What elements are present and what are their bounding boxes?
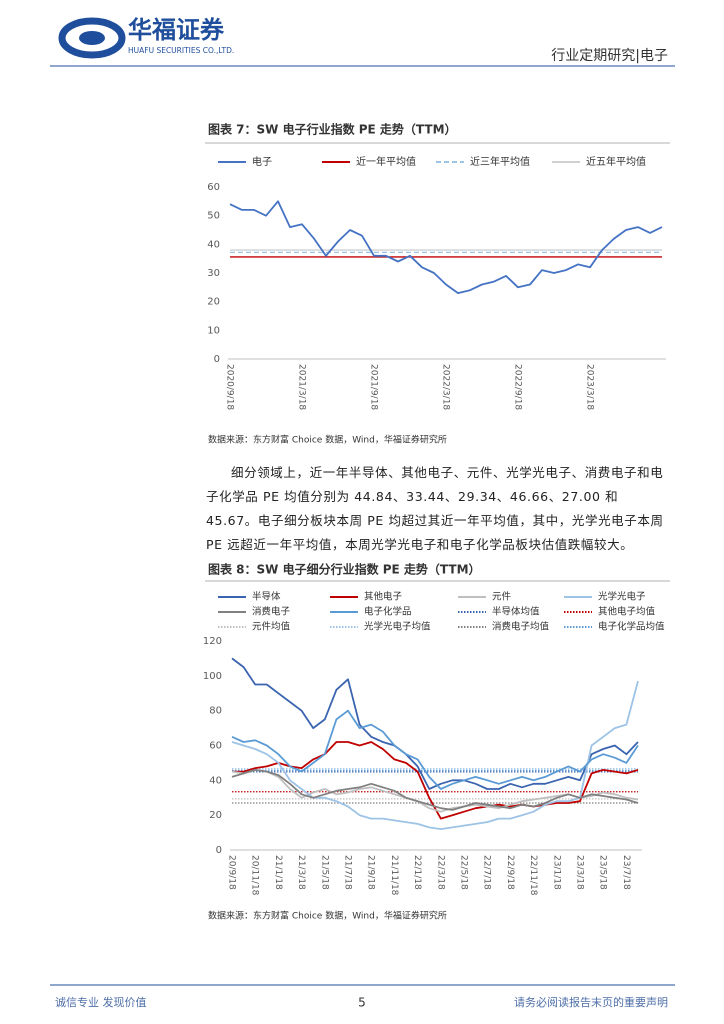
x-tick-label: 21/1/18 [273,855,283,890]
x-tick-label: 22/9/18 [505,855,515,890]
x-tick-label: 20/11/18 [250,855,260,896]
footer-slogan: 诚信专业 发现价值 [55,995,147,1009]
legend-label: 近五年平均值 [586,155,646,168]
legend-label: 半导体均值 [492,606,540,618]
series-line [231,657,639,790]
legend-label: 其他电子均值 [598,606,656,618]
x-tick-label: 2022/3/18 [441,364,451,410]
series-line [231,769,639,811]
y-tick-label: 0 [214,354,220,365]
x-tick-label: 21/5/18 [319,855,329,890]
legend-label: 电子 [252,155,272,168]
legend-label: 消费电子 [252,606,291,618]
x-tick-label: 2022/9/18 [513,364,523,410]
x-tick-label: 23/1/18 [551,855,561,890]
body-paragraph: 细分领域上，近一年半导体、其他电子、元件、光学光电子、消费电子和电子化学品 PE… [206,465,669,552]
page-number: 5 [358,996,366,1010]
x-tick-label: 2020/9/18 [225,364,235,410]
series-line [231,769,639,813]
legend-label: 光学光电子均值 [364,621,431,633]
y-tick-label: 60 [207,182,220,193]
x-tick-label: 2023/3/18 [585,364,595,410]
legend-label: 近三年平均值 [470,155,530,168]
legend-label: 元件 [492,591,512,603]
legend-label: 电子化学品均值 [598,621,665,633]
x-tick-label: 22/7/18 [482,855,492,890]
x-tick-label: 2021/3/18 [297,364,307,410]
logo-swirl [58,17,126,59]
y-tick-label: 100 [203,671,222,682]
y-tick-label: 80 [209,706,222,717]
y-tick-label: 40 [209,775,222,786]
x-tick-label: 21/9/18 [366,855,376,890]
report-type: 行业定期研究|电子 [551,48,668,64]
legend-label: 电子化学品 [364,606,412,618]
x-tick-label: 23/3/18 [575,855,585,890]
chart-title: 图表 8：SW 电子细分行业指数 PE 走势（TTM） [208,562,481,577]
legend-label: 近一年平均值 [356,155,416,168]
series-line [232,741,639,820]
y-tick-label: 60 [209,741,222,752]
source-note: 数据来源：东方财富 Choice 数据，Wind，华福证券研究所 [208,434,447,446]
x-tick-label: 23/7/18 [621,855,631,890]
legend-label: 半导体 [252,591,281,603]
logo-core [79,31,105,45]
series-line [229,200,663,294]
footer-disclaimer: 请务必阅读报告末页的重要声明 [514,995,668,1009]
y-tick-label: 50 [207,211,220,222]
x-tick-label: 2021/9/18 [369,364,379,410]
series-line [231,709,639,790]
y-tick-label: 20 [207,297,220,308]
logo-cn: 华福证券 [128,16,225,44]
chart-title: 图表 7：SW 电子行业指数 PE 走势（TTM） [208,122,457,137]
x-tick-label: 21/3/18 [296,855,306,890]
series-line [231,680,639,830]
x-tick-label: 21/11/18 [389,855,399,896]
x-tick-label: 21/7/18 [343,855,353,890]
x-tick-label: 22/11/18 [528,855,538,896]
source-note: 数据来源：东方财富 Choice 数据，Wind，华福证券研究所 [208,910,447,922]
legend-label: 光学光电子 [598,591,646,603]
y-tick-label: 120 [203,636,222,647]
legend-label: 消费电子均值 [492,621,550,633]
legend-label: 其他电子 [364,591,403,603]
legend-label: 元件均值 [252,621,291,633]
y-tick-label: 0 [216,845,222,856]
y-tick-label: 40 [207,239,220,250]
x-tick-label: 22/5/18 [459,855,469,890]
x-tick-label: 22/1/18 [412,855,422,890]
y-tick-label: 20 [209,810,222,821]
x-tick-label: 20/9/18 [227,855,237,890]
y-tick-label: 30 [207,268,220,279]
x-tick-label: 23/5/18 [598,855,608,890]
x-tick-label: 22/3/18 [435,855,445,890]
logo-en: HUAFU SECURITIES CO.,LTD. [128,46,234,55]
y-tick-label: 10 [207,325,220,336]
